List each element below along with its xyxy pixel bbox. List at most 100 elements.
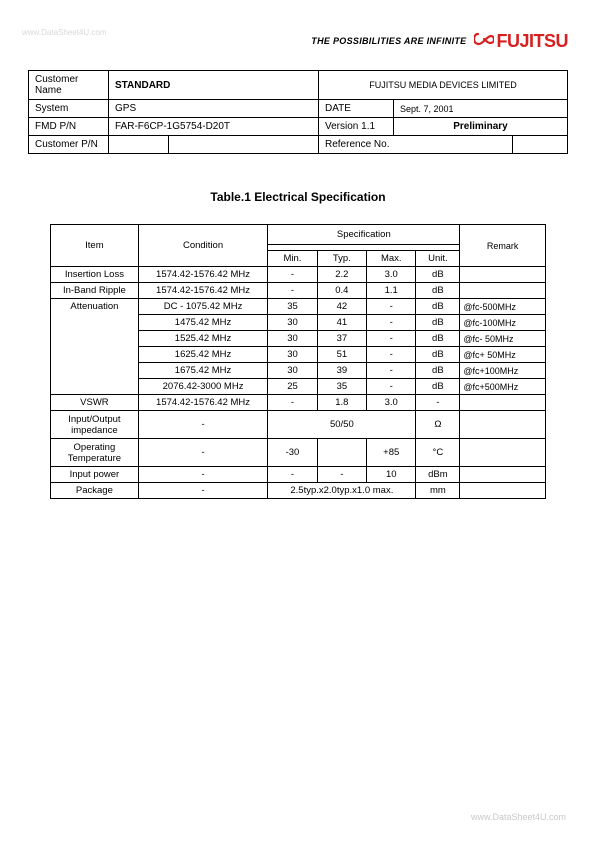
system-label: System: [29, 100, 109, 118]
cell-item: Input power: [51, 467, 139, 483]
cell-unit: dBm: [416, 467, 460, 483]
cell-cond: 1675.42 MHz: [138, 363, 268, 379]
cell-min: 30: [268, 363, 317, 379]
spec-table: Item Condition Specification Remark Min.…: [50, 224, 546, 499]
table-row: System GPS DATE Sept. 7, 2001: [29, 100, 568, 118]
cell-min: -: [268, 467, 317, 483]
infinity-icon: [474, 28, 494, 54]
cell-remark: @fc+ 50MHz: [460, 347, 546, 363]
cell-unit: dB: [416, 283, 460, 299]
cell-typ: 41: [317, 315, 366, 331]
cell-remark: @fc-100MHz: [460, 315, 546, 331]
cell-unit: Ω: [416, 411, 460, 439]
cell-unit: dB: [416, 363, 460, 379]
cell-min: -: [268, 283, 317, 299]
table-row: Customer Name STANDARD FUJITSU MEDIA DEV…: [29, 71, 568, 100]
cell-remark: [460, 267, 546, 283]
cell-min: -: [268, 395, 317, 411]
table-row: Customer P/N Reference No.: [29, 136, 568, 154]
cell-typ: 35: [317, 379, 366, 395]
hdr-condition: Condition: [138, 225, 268, 267]
empty-cell: [169, 136, 319, 154]
customer-pn-label: Customer P/N: [29, 136, 109, 154]
table-row: VSWR 1574.42-1576.42 MHz - 1.8 3.0 -: [51, 395, 546, 411]
cell-max: -: [367, 331, 416, 347]
cell-item: In-Band Ripple: [51, 283, 139, 299]
cell-min: 30: [268, 315, 317, 331]
cell-cond: 1574.42-1576.42 MHz: [138, 395, 268, 411]
cell-remark: @fc+100MHz: [460, 363, 546, 379]
cell-cond: 1574.42-1576.42 MHz: [138, 283, 268, 299]
cell-max: 3.0: [367, 395, 416, 411]
fujitsu-logo: FUJITSU: [474, 28, 568, 54]
table-row: In-Band Ripple 1574.42-1576.42 MHz - 0.4…: [51, 283, 546, 299]
cell-unit: dB: [416, 331, 460, 347]
cell-max: 10: [367, 467, 416, 483]
cell-remark: [460, 411, 546, 439]
cell-cond: 1525.42 MHz: [138, 331, 268, 347]
fmd-pn-label: FMD P/N: [29, 118, 109, 136]
table-row: Package - 2.5typ.x2.0typ.x1.0 max. mm: [51, 483, 546, 499]
info-table: Customer Name STANDARD FUJITSU MEDIA DEV…: [28, 70, 568, 154]
table-row: FMD P/N FAR-F6CP-1G5754-D20T Version 1.1…: [29, 118, 568, 136]
cell-typ: [317, 439, 366, 467]
date-value: Sept. 7, 2001: [394, 100, 568, 118]
customer-name-value: STANDARD: [109, 71, 319, 100]
cell-max: 3.0: [367, 267, 416, 283]
cell-cond: -: [138, 467, 268, 483]
cell-typ: 42: [317, 299, 366, 315]
page-header: THE POSSIBILITIES ARE INFINITE FUJITSU: [311, 28, 568, 54]
cell-max: -: [367, 299, 416, 315]
watermark-top: www.DataSheet4U.com: [22, 28, 106, 37]
system-value: GPS: [109, 100, 319, 118]
cell-cond: DC - 1075.42 MHz: [138, 299, 268, 315]
cell-cond: -: [138, 483, 268, 499]
cell-unit: mm: [416, 483, 460, 499]
spec-table-wrap: Item Condition Specification Remark Min.…: [50, 224, 546, 499]
cell-typ: -: [317, 467, 366, 483]
table-header-row: Item Condition Specification Remark: [51, 225, 546, 245]
cell-typ: 39: [317, 363, 366, 379]
cell-min: 30: [268, 347, 317, 363]
cell-remark: [460, 483, 546, 499]
cell-cond: -: [138, 411, 268, 439]
fmd-pn-value: FAR-F6CP-1G5754-D20T: [109, 118, 319, 136]
table-title: Table.1 Electrical Specification: [0, 190, 596, 204]
table-row: Input/Output impedance - 50/50 Ω: [51, 411, 546, 439]
hdr-item: Item: [51, 225, 139, 267]
cell-item: Package: [51, 483, 139, 499]
cell-unit: dB: [416, 267, 460, 283]
cell-remark: @fc-500MHz: [460, 299, 546, 315]
cell-remark: @fc+500MHz: [460, 379, 546, 395]
hdr-typ: Typ.: [317, 251, 366, 267]
cell-item: Insertion Loss: [51, 267, 139, 283]
table-row: Input power - - - 10 dBm: [51, 467, 546, 483]
tagline: THE POSSIBILITIES ARE INFINITE: [311, 36, 466, 46]
cell-unit: dB: [416, 299, 460, 315]
hdr-remark: Remark: [460, 225, 546, 267]
cell-max: +85: [367, 439, 416, 467]
cell-max: -: [367, 379, 416, 395]
cell-typ: 2.2: [317, 267, 366, 283]
cell-item: VSWR: [51, 395, 139, 411]
cell-min: 35: [268, 299, 317, 315]
cell-typ: 1.8: [317, 395, 366, 411]
cell-remark: [460, 395, 546, 411]
cell-unit: dB: [416, 347, 460, 363]
cell-cond: 1475.42 MHz: [138, 315, 268, 331]
watermark-footer: www.DataSheet4U.com: [471, 812, 566, 822]
cell-item: Input/Output impedance: [51, 411, 139, 439]
cell-typ: 0.4: [317, 283, 366, 299]
table-row: Insertion Loss 1574.42-1576.42 MHz - 2.2…: [51, 267, 546, 283]
cell-min: -: [268, 267, 317, 283]
cell-unit: °C: [416, 439, 460, 467]
status-value: Preliminary: [394, 118, 568, 136]
cell-max: -: [367, 363, 416, 379]
company-name: FUJITSU MEDIA DEVICES LIMITED: [319, 71, 568, 100]
cell-max: 1.1: [367, 283, 416, 299]
cell-unit: -: [416, 395, 460, 411]
cell-cond: -: [138, 439, 268, 467]
date-label: DATE: [319, 100, 394, 118]
cell-min: -30: [268, 439, 317, 467]
cell-remark: @fc- 50MHz: [460, 331, 546, 347]
